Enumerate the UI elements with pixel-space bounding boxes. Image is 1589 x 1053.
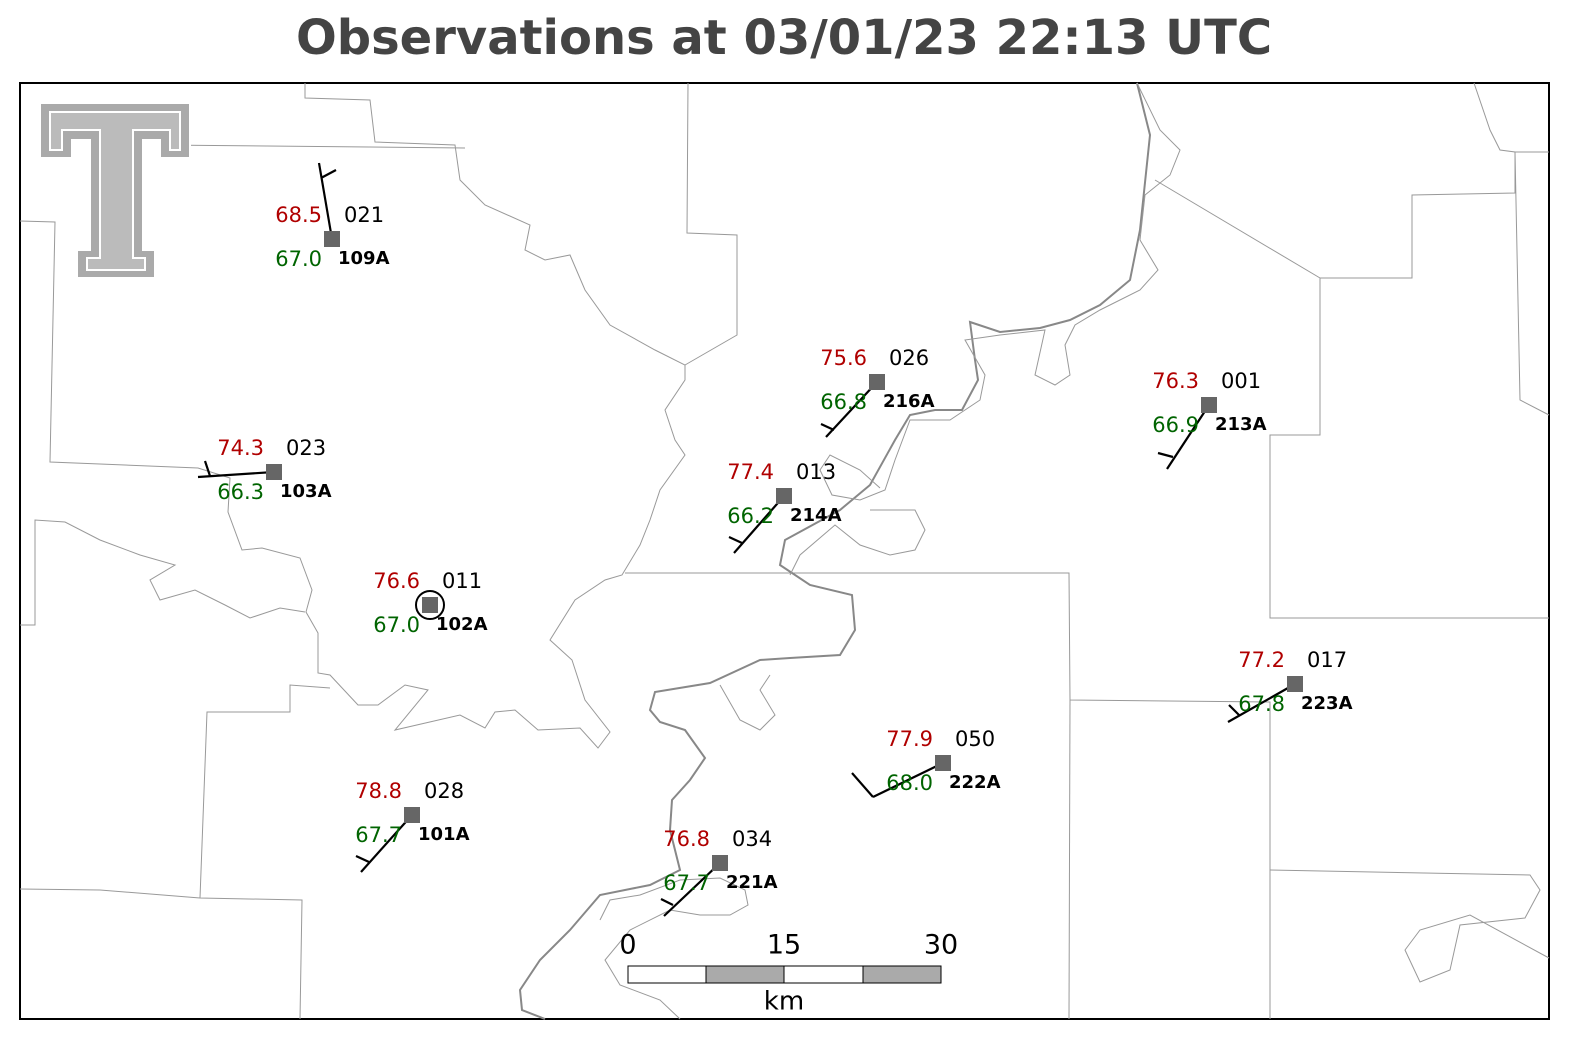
rivers xyxy=(518,82,1181,1020)
logo xyxy=(39,102,191,279)
station-marker xyxy=(1201,397,1217,413)
wind-barb xyxy=(851,772,874,798)
station-id: 213A xyxy=(1215,414,1267,435)
pressure: 001 xyxy=(1221,369,1261,393)
station-id: 216A xyxy=(883,391,935,412)
wind-barb xyxy=(1166,404,1210,470)
scale-bar: km 0 15 30 xyxy=(619,930,958,1017)
station-marker xyxy=(266,464,282,480)
scale-label: 0 xyxy=(619,930,636,961)
scale-unit: km xyxy=(764,987,804,1017)
station-id: 103A xyxy=(280,481,332,502)
scale-label: 15 xyxy=(767,930,801,961)
wind-barb xyxy=(1228,704,1241,717)
pressure: 017 xyxy=(1307,648,1347,672)
scale-segment xyxy=(705,965,785,984)
wind-barb xyxy=(660,898,674,906)
dewpoint: 66.9 xyxy=(1152,413,1199,437)
dewpoint: 66.3 xyxy=(217,480,264,504)
station-id: 222A xyxy=(949,772,1001,793)
pressure: 026 xyxy=(889,346,929,370)
title: Observations at 03/01/23 22:13 UTC xyxy=(296,10,1272,66)
temperature: 76.6 xyxy=(373,569,420,593)
wind-barb xyxy=(320,169,337,179)
map-frame xyxy=(19,82,1550,1020)
wind-barb xyxy=(203,460,212,477)
dewpoint: 67.7 xyxy=(355,823,402,847)
dewpoint: 67.8 xyxy=(1238,692,1285,716)
scale-segment xyxy=(862,965,942,984)
pressure: 023 xyxy=(286,436,326,460)
wind-barb xyxy=(728,536,743,544)
station-id: 101A xyxy=(418,824,470,845)
station-id: 223A xyxy=(1301,693,1353,714)
temperature: 76.8 xyxy=(663,827,710,851)
wind-barb xyxy=(197,470,275,479)
dewpoint: 67.0 xyxy=(373,613,420,637)
stations: 68.5 021 67.0 109A 74.3 023 66.3 103A 76.6 011 67.… xyxy=(197,162,1353,917)
station-marker xyxy=(776,488,792,504)
temperature: 76.3 xyxy=(1152,369,1199,393)
temperature: 77.2 xyxy=(1238,648,1285,672)
pressure: 011 xyxy=(442,569,482,593)
station-marker xyxy=(712,855,728,871)
dewpoint: 67.7 xyxy=(663,871,710,895)
wind-barb xyxy=(355,855,370,863)
station-marker xyxy=(404,807,420,823)
temperature: 68.5 xyxy=(275,203,322,227)
pressure: 028 xyxy=(424,779,464,803)
scale-segment xyxy=(627,965,707,984)
wind-barb xyxy=(820,423,835,431)
wind-barb xyxy=(872,762,944,798)
dewpoint: 67.0 xyxy=(275,247,322,271)
station-marker xyxy=(1287,676,1303,692)
station-marker xyxy=(324,231,340,247)
pressure: 034 xyxy=(732,827,772,851)
pressure: 021 xyxy=(344,203,384,227)
wind-barb xyxy=(317,162,334,240)
scale-segment xyxy=(783,965,864,984)
scale-label: 30 xyxy=(924,930,958,961)
station-marker xyxy=(422,597,438,613)
wind-barb xyxy=(825,381,878,438)
calm-circle xyxy=(415,590,445,620)
station-marker xyxy=(935,755,951,771)
dewpoint: 66.8 xyxy=(820,390,867,414)
station-id: 221A xyxy=(726,872,778,893)
wind-barb xyxy=(1157,451,1174,459)
temperature: 74.3 xyxy=(217,436,264,460)
station-id: 109A xyxy=(338,248,390,269)
dewpoint: 68.0 xyxy=(886,771,933,795)
wind-barb xyxy=(733,495,785,554)
borders xyxy=(19,82,1550,1020)
station-id: 214A xyxy=(790,505,842,526)
temperature: 77.4 xyxy=(727,460,774,484)
pressure: 013 xyxy=(796,460,836,484)
temperature: 77.9 xyxy=(886,727,933,751)
wind-barb xyxy=(360,814,413,873)
pressure: 050 xyxy=(955,727,995,751)
station-marker xyxy=(869,374,885,390)
wind-barb xyxy=(663,862,721,917)
dewpoint: 66.2 xyxy=(727,504,774,528)
station-id: 102A xyxy=(436,614,488,635)
temperature: 75.6 xyxy=(820,346,867,370)
temperature: 78.8 xyxy=(355,779,402,803)
